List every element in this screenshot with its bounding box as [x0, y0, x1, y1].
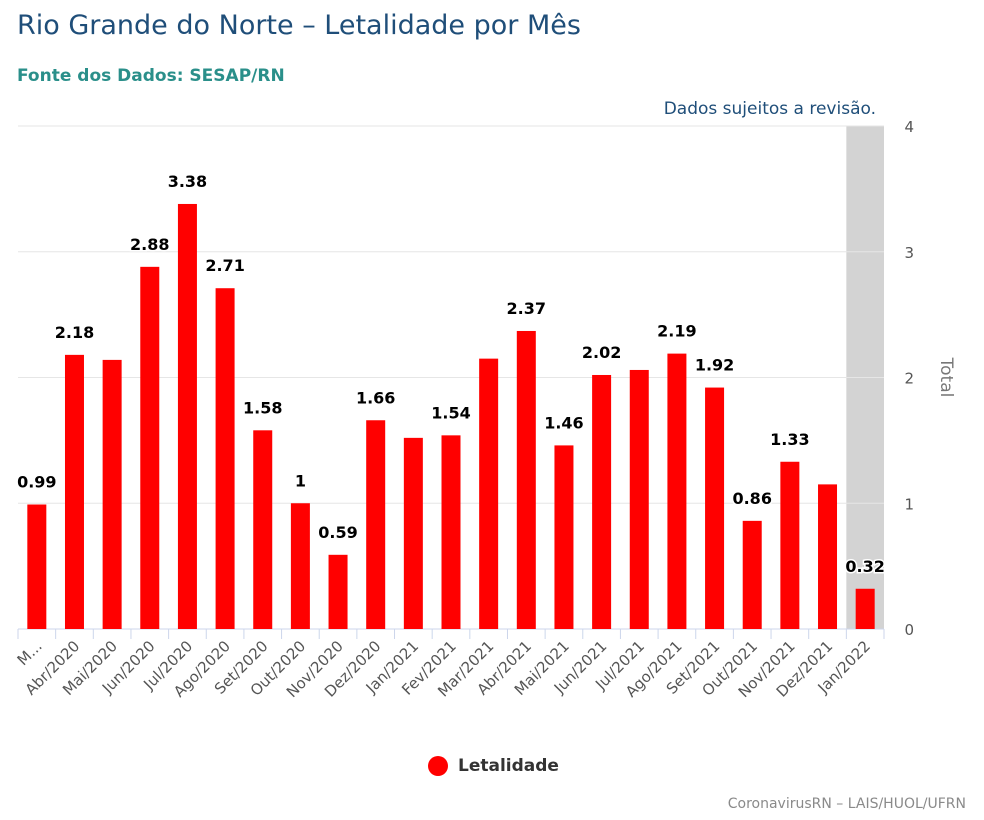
y-tick-label: 1 [904, 495, 914, 513]
x-tick-label: M... [14, 637, 46, 669]
revision-note: Dados sujeitos a revisão. [663, 99, 876, 119]
bar [479, 358, 499, 629]
bar [629, 369, 649, 629]
bar [855, 588, 875, 629]
bar [253, 430, 273, 629]
bar [516, 330, 536, 629]
bar [592, 374, 612, 629]
bar-chart: 01234Total0.99M...2.18Abr/2020Mai/20202.… [14, 118, 956, 701]
data-label: 0.32 [845, 557, 884, 576]
legend-label: Letalidade [458, 756, 559, 776]
data-label: 1.33 [770, 430, 809, 449]
bar [780, 461, 800, 629]
data-label: 1.66 [356, 388, 395, 407]
y-tick-label: 4 [904, 118, 914, 136]
y-tick-label: 2 [904, 370, 914, 388]
legend-item-letalidade[interactable]: Letalidade [428, 756, 559, 776]
bar [64, 354, 84, 629]
bar [177, 203, 197, 629]
data-label: 1 [295, 471, 306, 490]
chart-title: Rio Grande do Norte – Letalidade por Mês [17, 10, 581, 41]
y-tick-label: 3 [904, 244, 914, 262]
bar [27, 504, 47, 629]
bar [667, 353, 687, 629]
credits-text[interactable]: CoronavirusRN – LAIS/HUOL/UFRN [727, 796, 966, 812]
data-label: 2.18 [55, 323, 94, 342]
data-label: 2.71 [205, 256, 244, 275]
legend-marker [428, 756, 448, 776]
bar [215, 288, 235, 629]
bar [328, 554, 348, 629]
bar [705, 387, 725, 629]
bar [742, 520, 762, 629]
data-label: 0.59 [318, 523, 357, 542]
data-label: 0.99 [17, 473, 56, 492]
y-tick-label: 0 [904, 621, 914, 639]
bar [140, 266, 160, 629]
bar [441, 435, 461, 629]
data-label: 3.38 [168, 172, 207, 191]
y-axis-title: Total [936, 357, 956, 398]
bar [818, 484, 838, 629]
data-label: 1.58 [243, 398, 282, 417]
data-label: 1.54 [431, 403, 470, 422]
bar [102, 359, 122, 629]
data-label: 1.92 [695, 356, 734, 375]
bar [554, 445, 574, 629]
bar [403, 437, 423, 629]
data-label: 2.88 [130, 235, 169, 254]
bar [366, 420, 386, 629]
data-label: 2.02 [582, 343, 621, 362]
data-label: 1.46 [544, 413, 583, 432]
data-label: 2.37 [507, 299, 546, 318]
data-label: 2.19 [657, 322, 696, 341]
chart-subtitle: Fonte dos Dados: SESAP/RN [17, 66, 285, 86]
data-label: 0.86 [732, 489, 771, 508]
bar [290, 503, 310, 629]
